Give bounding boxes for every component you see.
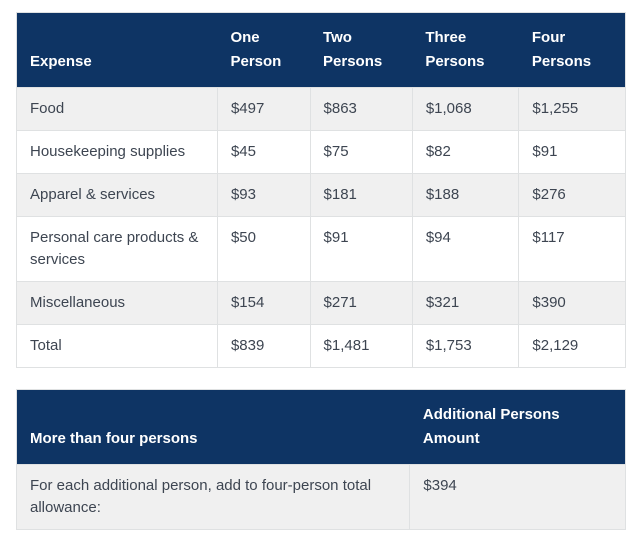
column-header-four-persons: Four Persons — [518, 12, 626, 88]
expense-standards-table: Expense One Person Two Persons Three Per… — [16, 12, 626, 368]
column-header-three-persons: Three Persons — [412, 12, 519, 88]
table-cell: $497 — [216, 87, 311, 131]
table-cell: $117 — [518, 216, 626, 282]
table-cell: $50 — [216, 216, 311, 282]
additional-table-body: For each additional person, add to four-… — [15, 464, 626, 530]
table-cell: $271 — [309, 281, 413, 325]
row-label-cell: Food — [16, 87, 218, 131]
table-row-food: Food $497 $863 $1,068 $1,255 — [16, 87, 626, 131]
table-cell: $276 — [518, 173, 626, 217]
table-cell: $839 — [216, 324, 311, 368]
table-cell: $91 — [309, 216, 413, 282]
table-cell: $154 — [216, 281, 311, 325]
table-cell: $390 — [518, 281, 626, 325]
table-row-additional-person: For each additional person, add to four-… — [15, 464, 626, 530]
table-cell: $1,481 — [309, 324, 413, 368]
table-cell: $91 — [518, 130, 626, 174]
table-row-personal-care: Personal care products & services $50 $9… — [16, 216, 626, 282]
expense-table-header: Expense One Person Two Persons Three Per… — [16, 12, 626, 88]
table-cell: $1,753 — [411, 324, 520, 368]
table-cell: $394 — [409, 464, 626, 530]
table-row-miscellaneous: Miscellaneous $154 $271 $321 $390 — [16, 281, 626, 325]
row-label-cell: For each additional person, add to four-… — [15, 464, 411, 530]
column-header-expense: Expense — [16, 12, 218, 88]
header-row: Expense One Person Two Persons Three Per… — [16, 12, 626, 88]
table-row-apparel: Apparel & services $93 $181 $188 $276 — [16, 173, 626, 217]
table-cell: $181 — [309, 173, 413, 217]
table-cell: $188 — [411, 173, 520, 217]
table-cell: $863 — [309, 87, 413, 131]
table-cell: $75 — [309, 130, 413, 174]
table-cell: $45 — [216, 130, 311, 174]
table-cell: $93 — [216, 173, 311, 217]
table-cell: $82 — [411, 130, 520, 174]
row-label-cell: Total — [16, 324, 218, 368]
row-label-cell: Personal care products & services — [16, 216, 218, 282]
column-header-two-persons: Two Persons — [310, 12, 413, 88]
row-label-cell: Housekeeping supplies — [16, 130, 218, 174]
header-row: More than four persons Additional Person… — [16, 389, 626, 465]
column-header-additional-amount: Additional Persons Amount — [409, 389, 626, 465]
table-row-total: Total $839 $1,481 $1,753 $2,129 — [16, 324, 626, 368]
row-label-cell: Apparel & services — [16, 173, 218, 217]
additional-table-header: More than four persons Additional Person… — [16, 389, 626, 465]
row-label-cell: Miscellaneous — [16, 281, 218, 325]
table-cell: $1,068 — [411, 87, 520, 131]
table-cell: $1,255 — [518, 87, 626, 131]
additional-persons-table: More than four persons Additional Person… — [15, 389, 626, 530]
column-header-more-than-four: More than four persons — [16, 389, 410, 465]
table-cell: $94 — [411, 216, 520, 282]
table-cell: $2,129 — [518, 324, 626, 368]
table-row-housekeeping: Housekeeping supplies $45 $75 $82 $91 — [16, 130, 626, 174]
column-header-one-person: One Person — [217, 12, 311, 88]
table-cell: $321 — [411, 281, 520, 325]
expense-table-body: Food $497 $863 $1,068 $1,255 Housekeepin… — [16, 87, 626, 368]
